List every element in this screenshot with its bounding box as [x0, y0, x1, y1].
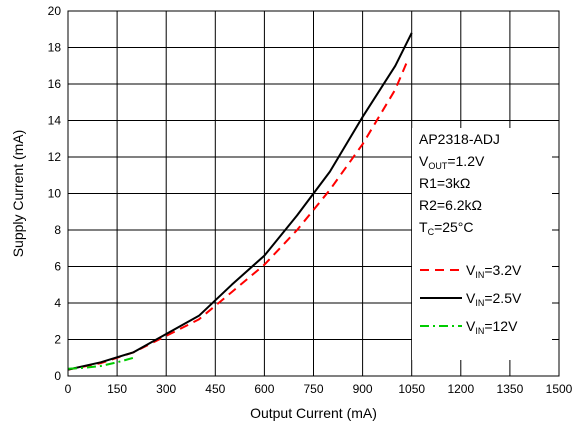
y-tick-label: 20 — [48, 4, 62, 18]
legend-label: VIN=12V — [466, 318, 518, 336]
legend-label: VIN=3.2V — [466, 262, 522, 280]
y-tick-label: 18 — [48, 41, 62, 55]
y-tick-label: 16 — [48, 77, 62, 91]
x-tick-label: 600 — [254, 382, 274, 396]
x-tick-label: 450 — [205, 382, 225, 396]
x-tick-label: 0 — [65, 382, 72, 396]
y-tick-label: 4 — [54, 296, 61, 310]
plot-frame — [67, 10, 560, 377]
y-tick-labels: 0 2 4 6 8 10 12 14 16 18 20 — [48, 4, 62, 383]
y-tick-label: 6 — [54, 260, 61, 274]
x-tick-label: 1500 — [546, 382, 573, 396]
x-axis-label: Output Current (mA) — [250, 405, 377, 421]
x-tick-label: 900 — [353, 382, 373, 396]
annotation-line: AP2318-ADJ — [419, 131, 500, 147]
annotation-line: TC=25°C — [419, 219, 474, 237]
legend-label: VIN=2.5V — [466, 290, 522, 308]
x-tick-label: 150 — [107, 382, 127, 396]
x-tick-label: 1200 — [447, 382, 474, 396]
annotation-line: R2=6.2kΩ — [419, 197, 482, 213]
series-line-3 — [67, 356, 134, 370]
y-tick-label: 8 — [54, 223, 61, 237]
x-tick-label: 300 — [156, 382, 176, 396]
annotation-background — [412, 128, 552, 360]
series-line-1 — [67, 58, 410, 371]
x-tick-label: 1050 — [398, 382, 425, 396]
y-tick-label: 12 — [48, 150, 62, 164]
annotation-block: AP2318-ADJ VOUT=1.2V R1=3kΩ R2=6.2kΩ TC=25°C — [419, 131, 500, 237]
series-lines — [67, 32, 413, 371]
series-line-2 — [67, 32, 413, 371]
x-tick-labels: 0 150 300 450 600 750 900 1050 1200 1350 1500 — [65, 382, 573, 396]
annotation-line: VOUT=1.2V — [419, 153, 485, 171]
legend: VIN=3.2V VIN=2.5V VIN=12V — [420, 262, 522, 336]
y-tick-label: 14 — [48, 114, 62, 128]
y-tick-label: 0 — [54, 369, 61, 383]
x-tick-label: 750 — [303, 382, 323, 396]
annotation-line: R1=3kΩ — [419, 175, 470, 191]
y-tick-label: 2 — [54, 333, 61, 347]
x-tick-label: 1350 — [497, 382, 524, 396]
y-axis-label: Supply Current (mA) — [10, 130, 26, 258]
y-tick-label: 10 — [48, 187, 62, 201]
